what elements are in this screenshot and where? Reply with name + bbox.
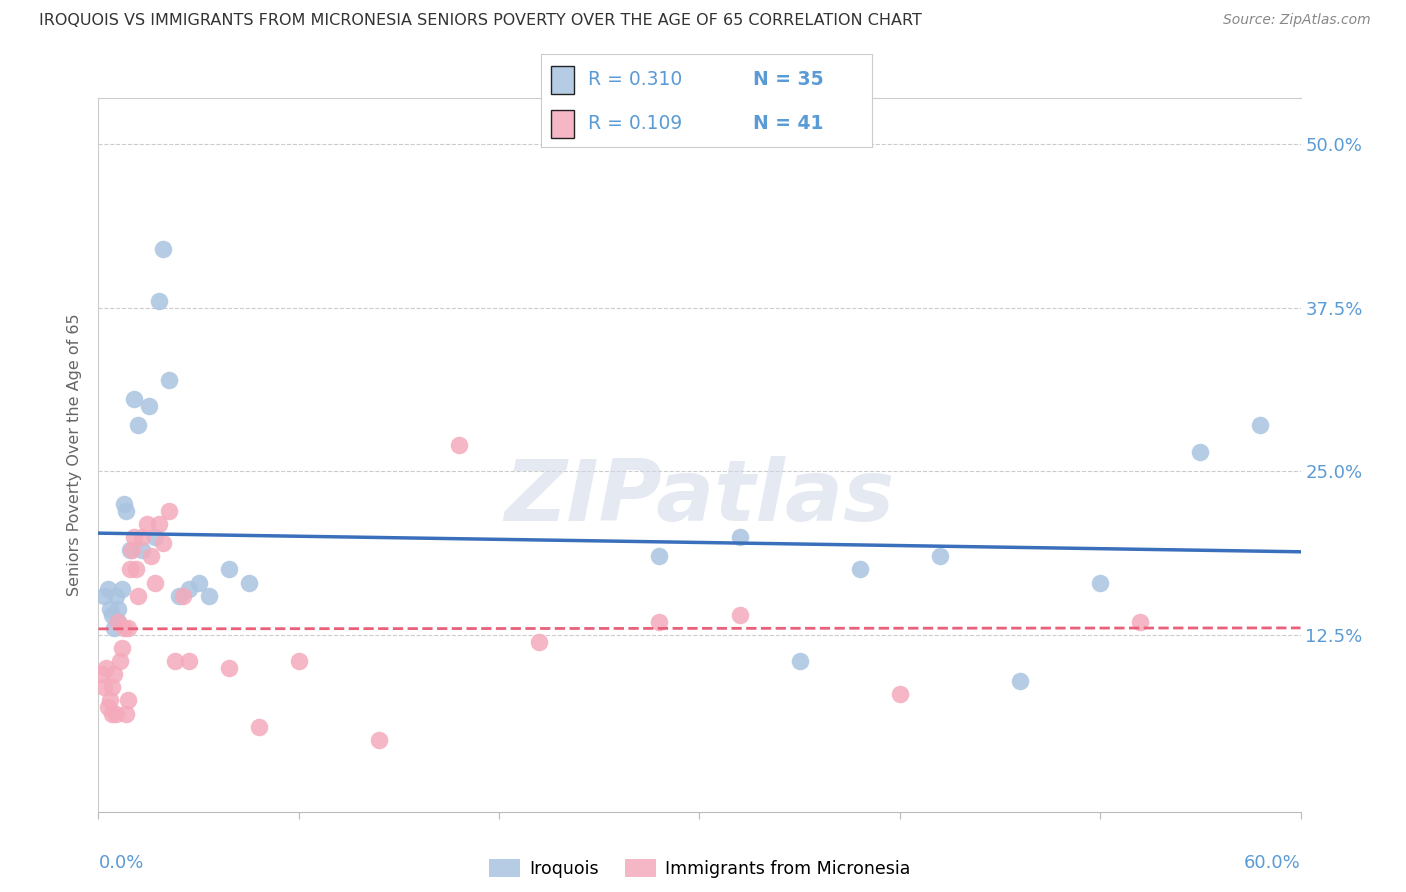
Point <box>110 654 132 668</box>
Point <box>143 530 166 544</box>
Point <box>103 621 125 635</box>
Point <box>100 693 122 707</box>
Point <box>139 549 162 564</box>
Point <box>135 516 157 531</box>
Point <box>114 621 136 635</box>
Point <box>91 667 114 681</box>
Point <box>121 542 143 557</box>
Point <box>105 589 128 603</box>
Text: R = 0.310: R = 0.310 <box>588 70 682 89</box>
Point <box>152 536 174 550</box>
Point <box>125 562 148 576</box>
Text: N = 41: N = 41 <box>752 114 823 133</box>
Point <box>107 615 129 629</box>
Point <box>218 661 240 675</box>
Point <box>101 608 124 623</box>
Point <box>117 693 139 707</box>
Point <box>238 575 260 590</box>
Point <box>218 562 240 576</box>
Point <box>447 438 470 452</box>
Point <box>167 589 190 603</box>
Point <box>96 661 118 675</box>
Point <box>138 399 160 413</box>
Point <box>849 562 872 576</box>
Point <box>120 562 142 576</box>
Point <box>111 582 134 596</box>
Point <box>97 582 120 596</box>
Point <box>128 418 150 433</box>
Point <box>105 706 128 721</box>
Point <box>889 687 911 701</box>
Point <box>728 608 751 623</box>
Point <box>131 542 153 557</box>
Point <box>93 681 115 695</box>
Point <box>157 373 180 387</box>
Point <box>97 700 120 714</box>
Point <box>157 503 180 517</box>
Text: N = 35: N = 35 <box>752 70 824 89</box>
Point <box>115 706 138 721</box>
Point <box>197 589 219 603</box>
Point <box>115 503 138 517</box>
Point <box>1010 673 1032 688</box>
Point <box>728 530 751 544</box>
Point <box>648 615 671 629</box>
Point <box>1129 615 1152 629</box>
Point <box>288 654 311 668</box>
Text: ZIPatlas: ZIPatlas <box>505 456 894 540</box>
Point <box>124 392 146 407</box>
FancyBboxPatch shape <box>551 66 575 94</box>
Point <box>177 582 200 596</box>
Point <box>131 530 153 544</box>
FancyBboxPatch shape <box>551 110 575 138</box>
Text: Source: ZipAtlas.com: Source: ZipAtlas.com <box>1223 13 1371 28</box>
Point <box>163 654 186 668</box>
Point <box>148 294 170 309</box>
Point <box>114 497 136 511</box>
Point <box>172 589 194 603</box>
Point <box>368 732 391 747</box>
Point <box>247 720 270 734</box>
Point <box>648 549 671 564</box>
Point <box>103 667 125 681</box>
Text: R = 0.109: R = 0.109 <box>588 114 682 133</box>
Point <box>143 575 166 590</box>
Legend: Iroquois, Immigrants from Micronesia: Iroquois, Immigrants from Micronesia <box>482 853 917 885</box>
Point <box>111 641 134 656</box>
Point <box>120 542 142 557</box>
Text: 60.0%: 60.0% <box>1244 854 1301 871</box>
Point <box>101 706 124 721</box>
Point <box>929 549 952 564</box>
Point <box>177 654 200 668</box>
Point <box>789 654 811 668</box>
Point <box>1250 418 1272 433</box>
Point <box>148 516 170 531</box>
Point <box>152 242 174 256</box>
Y-axis label: Seniors Poverty Over the Age of 65: Seniors Poverty Over the Age of 65 <box>67 314 83 596</box>
Point <box>1088 575 1111 590</box>
Point <box>124 530 146 544</box>
Point <box>93 589 115 603</box>
Text: 0.0%: 0.0% <box>98 854 143 871</box>
Point <box>107 615 129 629</box>
Point <box>128 589 150 603</box>
Text: IROQUOIS VS IMMIGRANTS FROM MICRONESIA SENIORS POVERTY OVER THE AGE OF 65 CORREL: IROQUOIS VS IMMIGRANTS FROM MICRONESIA S… <box>39 13 922 29</box>
Point <box>187 575 209 590</box>
Point <box>1189 444 1212 458</box>
Point <box>107 601 129 615</box>
Point <box>117 621 139 635</box>
Point <box>529 634 551 648</box>
Point <box>101 681 124 695</box>
Point <box>100 601 122 615</box>
